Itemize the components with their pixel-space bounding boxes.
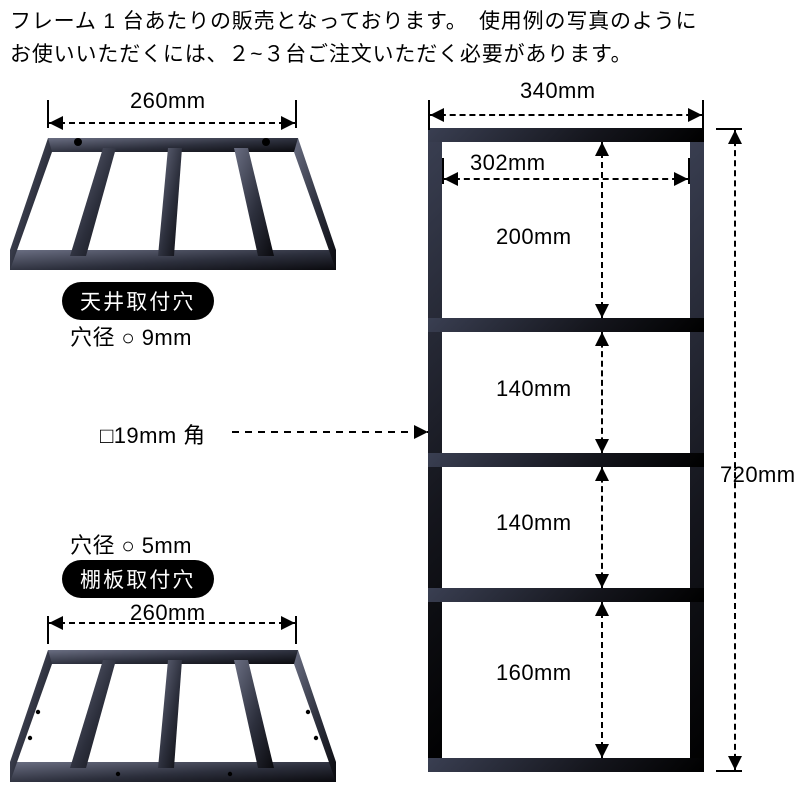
square-leader bbox=[232, 412, 432, 452]
topleft-width-label: 260mm bbox=[130, 88, 206, 114]
main-inner-width-label: 302mm bbox=[470, 150, 546, 176]
frame-cross-2 bbox=[428, 453, 704, 467]
description-line2: お使いいただくには、２~３台ご注文いただく必要があります。 bbox=[10, 43, 633, 66]
ceiling-hole-badge: 天井取付穴 bbox=[62, 282, 214, 320]
main-height-label: 720mm bbox=[720, 462, 796, 488]
main-height-dim bbox=[716, 128, 750, 772]
description-text: フレーム 1 台あたりの販売となっております。 使用例の写真のように お使いいた… bbox=[10, 6, 790, 71]
bottomleft-badge: 棚板取付穴 bbox=[62, 560, 214, 598]
description-line1: フレーム 1 台あたりの販売となっております。 使用例の写真のように bbox=[10, 10, 697, 33]
bottomleft-width-label: 260mm bbox=[130, 600, 206, 626]
square-tube-label: □19mm 角 bbox=[100, 418, 206, 450]
row3-label: 140mm bbox=[496, 510, 572, 536]
frame-right-tube bbox=[690, 128, 704, 772]
frame-bottom-tube bbox=[428, 758, 704, 772]
bottomleft-hole-label: 穴径 ○ 5mm bbox=[70, 528, 192, 560]
row4-label: 160mm bbox=[496, 660, 572, 686]
frame-top-tube bbox=[428, 128, 704, 142]
bottomleft-frame bbox=[8, 642, 338, 792]
frame-left-tube bbox=[428, 128, 442, 772]
topleft-badge: 天井取付穴 bbox=[62, 282, 214, 320]
topleft-frame bbox=[8, 130, 338, 280]
topleft-hole-label: 穴径 ○ 9mm bbox=[70, 320, 192, 352]
frame-cross-1 bbox=[428, 318, 704, 332]
main-outer-width-label: 340mm bbox=[520, 78, 596, 104]
frame-cross-3 bbox=[428, 588, 704, 602]
row1-label: 200mm bbox=[496, 224, 572, 250]
shelf-hole-badge: 棚板取付穴 bbox=[62, 560, 214, 598]
row2-label: 140mm bbox=[496, 376, 572, 402]
